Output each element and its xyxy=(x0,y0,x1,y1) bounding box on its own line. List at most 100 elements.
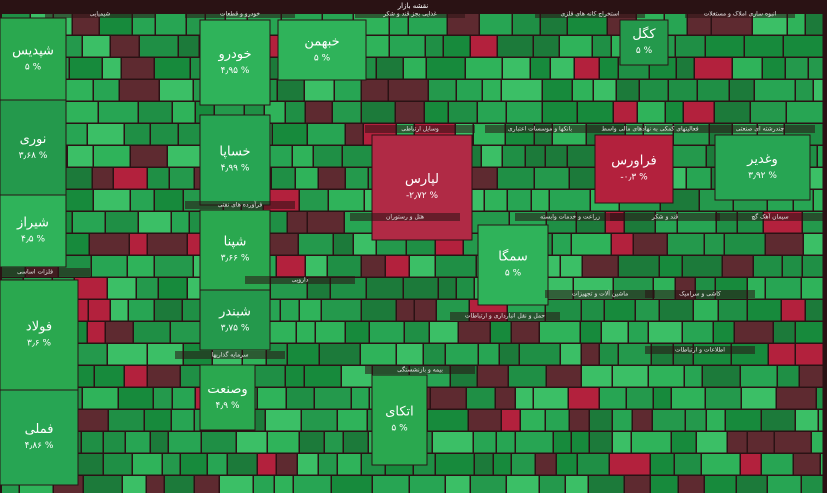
sector-bar xyxy=(645,346,755,354)
tile xyxy=(62,80,93,101)
tile xyxy=(95,366,124,387)
tile xyxy=(314,146,342,167)
tile-change: ۴٫۸۶ % xyxy=(25,441,54,451)
tile xyxy=(665,14,687,35)
tile xyxy=(377,58,403,79)
tile xyxy=(796,344,823,365)
tile-name: وغدیر xyxy=(746,152,778,167)
sector-bar xyxy=(175,351,285,359)
tile xyxy=(578,454,609,475)
tile xyxy=(108,278,136,299)
tile xyxy=(160,80,193,101)
tile xyxy=(459,322,490,343)
tile xyxy=(148,344,183,365)
tile xyxy=(0,194,67,268)
tile xyxy=(566,476,588,493)
tile xyxy=(600,388,626,409)
tile xyxy=(819,410,823,431)
tile xyxy=(346,124,363,145)
tile xyxy=(685,366,702,387)
tile xyxy=(429,80,456,101)
tile xyxy=(485,190,507,211)
sector-bar xyxy=(365,125,475,133)
tile xyxy=(593,36,611,57)
tile xyxy=(804,234,823,255)
tile xyxy=(202,432,236,453)
tile xyxy=(466,58,502,79)
tile xyxy=(148,234,187,255)
tile xyxy=(386,256,409,277)
sector-bar xyxy=(515,213,625,221)
tile xyxy=(179,36,199,57)
tile xyxy=(745,36,783,57)
tile xyxy=(554,432,571,453)
tile xyxy=(431,388,466,409)
tile xyxy=(498,168,534,189)
tile xyxy=(675,454,701,475)
tile xyxy=(714,322,734,343)
tile xyxy=(89,300,110,321)
tile xyxy=(436,454,474,475)
tile xyxy=(172,212,189,233)
tile xyxy=(547,366,581,387)
tile xyxy=(286,366,304,387)
tile-change: ۵ % xyxy=(636,46,653,56)
tile xyxy=(796,410,818,431)
tile xyxy=(802,476,823,493)
tile xyxy=(774,322,795,343)
tile xyxy=(649,322,682,343)
tile xyxy=(602,322,628,343)
tile xyxy=(155,190,183,211)
tile xyxy=(714,134,811,201)
tile-change: ۳٫۶۶ % xyxy=(221,254,250,264)
tile xyxy=(516,388,533,409)
tile-name: کگل xyxy=(632,26,656,42)
tile xyxy=(594,80,616,101)
tile xyxy=(125,124,150,145)
tile xyxy=(362,256,385,277)
tile xyxy=(90,234,129,255)
tile xyxy=(148,366,180,387)
tile xyxy=(786,58,808,79)
tile xyxy=(208,454,227,475)
tile xyxy=(154,388,172,409)
tile xyxy=(768,476,801,493)
tile xyxy=(446,476,470,493)
tile xyxy=(159,278,187,299)
tile xyxy=(572,432,589,453)
tile-name: اتکای xyxy=(385,405,414,420)
tile xyxy=(600,344,618,365)
tile xyxy=(475,454,493,475)
tile xyxy=(343,146,376,167)
tile xyxy=(286,102,305,123)
tile xyxy=(73,212,105,233)
tile xyxy=(748,300,781,321)
tile xyxy=(346,322,369,343)
tile xyxy=(405,322,429,343)
tile xyxy=(457,278,474,299)
tile xyxy=(277,256,305,277)
tile xyxy=(299,234,333,255)
tile xyxy=(426,36,443,57)
tile xyxy=(320,344,360,365)
tile xyxy=(651,454,674,475)
tile xyxy=(281,300,299,321)
tile xyxy=(590,432,612,453)
tile xyxy=(570,168,602,189)
tile xyxy=(683,256,722,277)
tile xyxy=(106,322,133,343)
tile xyxy=(741,454,761,475)
tile xyxy=(534,388,568,409)
tile xyxy=(137,278,158,299)
sector-bar xyxy=(535,10,645,18)
tile xyxy=(448,14,479,35)
tile xyxy=(686,410,706,431)
tile xyxy=(73,14,99,35)
tile xyxy=(679,476,704,493)
tile xyxy=(168,146,202,167)
tile xyxy=(264,234,298,255)
tile xyxy=(77,344,107,365)
tile xyxy=(509,366,546,387)
tile xyxy=(228,454,257,475)
